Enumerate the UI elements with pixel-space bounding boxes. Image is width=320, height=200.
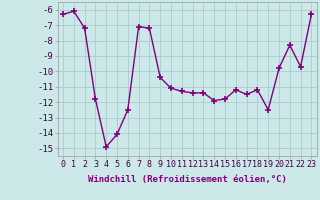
X-axis label: Windchill (Refroidissement éolien,°C): Windchill (Refroidissement éolien,°C)	[88, 175, 287, 184]
